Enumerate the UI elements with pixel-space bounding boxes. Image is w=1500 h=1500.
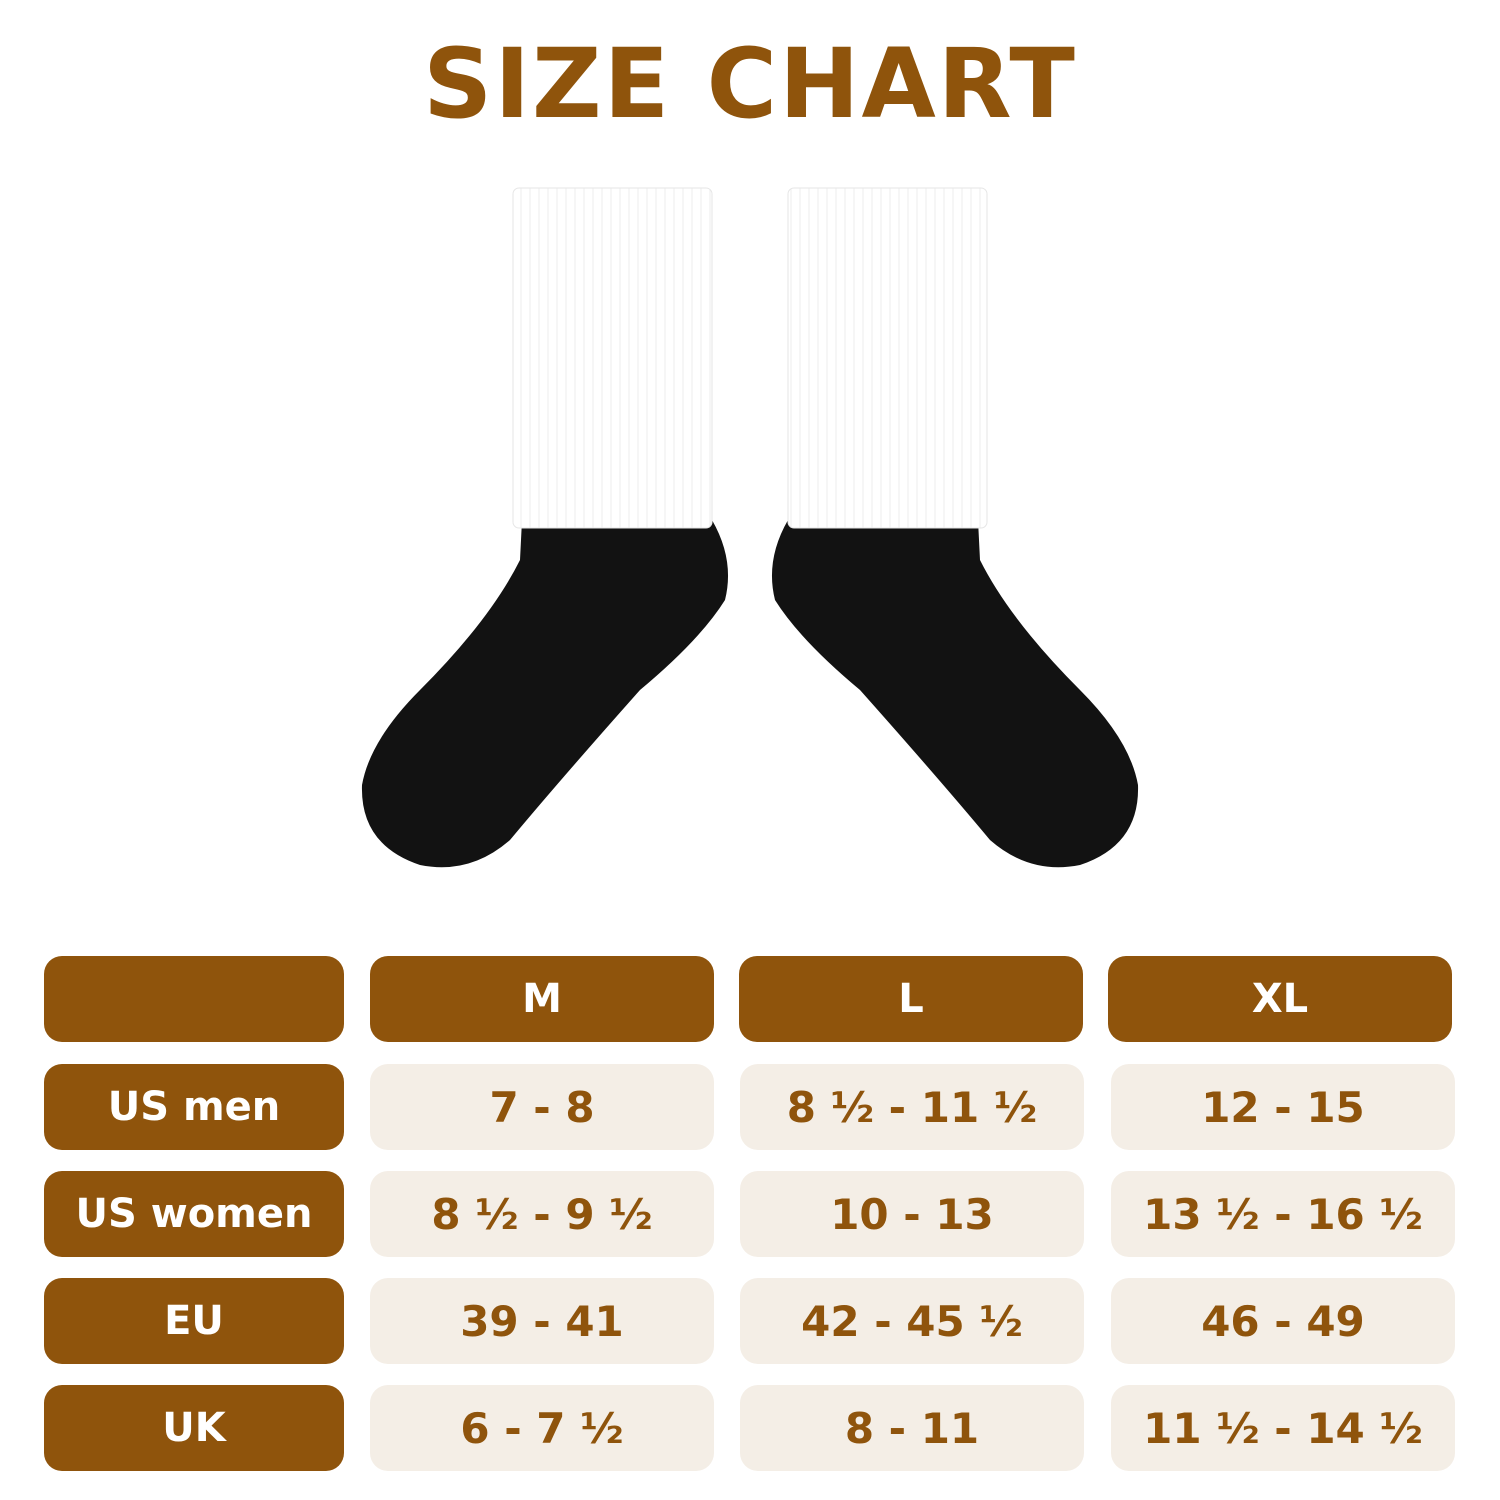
row-label-us-men: US men (44, 1064, 344, 1150)
row-label-eu: EU (44, 1278, 344, 1364)
socks-image (361, 187, 1139, 868)
table-cell: 8 - 11 (740, 1385, 1084, 1471)
table-cell: 46 - 49 (1111, 1278, 1455, 1364)
table-cell: 39 - 41 (370, 1278, 714, 1364)
table-cell: 10 - 13 (740, 1171, 1084, 1257)
header-size-m: M (370, 956, 714, 1042)
table-cell: 6 - 7 ½ (370, 1385, 714, 1471)
left-sock (361, 187, 729, 868)
header-size-l: L (739, 956, 1083, 1042)
table-cell: 8 ½ - 11 ½ (740, 1064, 1084, 1150)
table-cell: 7 - 8 (370, 1064, 714, 1150)
right-sock (771, 187, 1139, 868)
table-cell: 12 - 15 (1111, 1064, 1455, 1150)
header-size-xl: XL (1108, 956, 1452, 1042)
row-label-us-women: US women (44, 1171, 344, 1257)
row-label-uk: UK (44, 1385, 344, 1471)
header-corner-cell (44, 956, 344, 1042)
table-cell: 8 ½ - 9 ½ (370, 1171, 714, 1257)
table-cell: 13 ½ - 16 ½ (1111, 1171, 1455, 1257)
table-cell: 42 - 45 ½ (740, 1278, 1084, 1364)
table-cell: 11 ½ - 14 ½ (1111, 1385, 1455, 1471)
page-title: SIZE CHART (423, 28, 1077, 140)
